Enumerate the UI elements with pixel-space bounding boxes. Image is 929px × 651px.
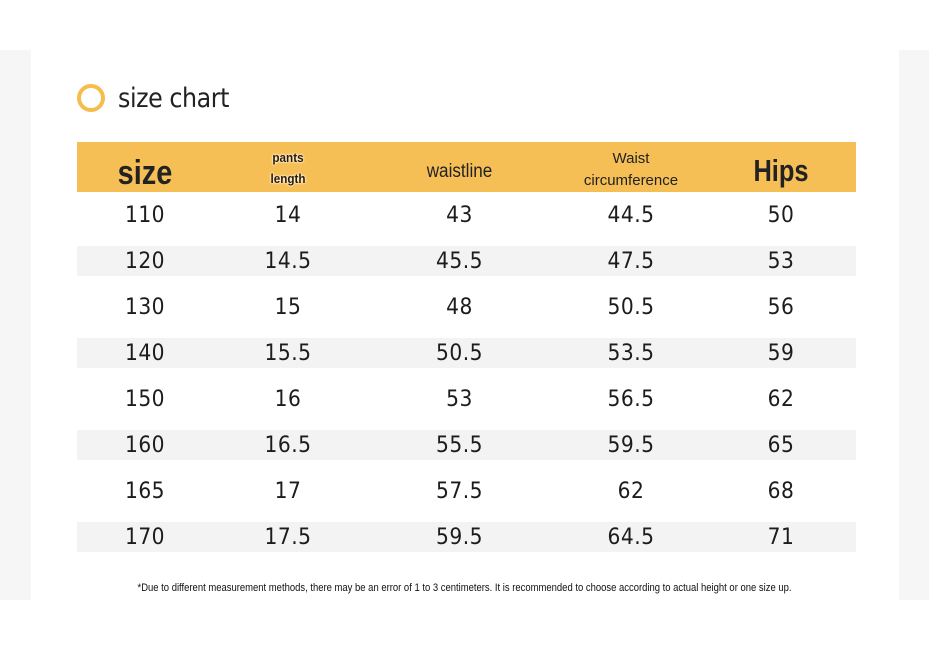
cell-size: 170 [124,524,166,550]
header-circ-line1: Waist [612,150,650,167]
cell-pants-length: 15 [274,294,302,320]
cell-hips: 56 [767,294,795,320]
cell-waist-circumference: 59.5 [607,432,655,458]
header-pants-length: pants length [221,145,356,189]
table-row: 160 16.5 55.5 59.5 65 [77,430,856,460]
cell-waistline: 53 [446,386,473,412]
cell-size: 110 [124,202,166,228]
cell-pants-length: 14 [274,202,302,228]
cell-size: 130 [124,294,166,320]
cell-waist-circumference: 50.5 [607,294,655,320]
cell-pants-length: 17 [274,478,302,504]
background-panel: size chart size pants length waistline W… [0,50,929,600]
cell-waistline: 48 [446,294,473,320]
cell-waistline: 45.5 [436,248,483,274]
measurement-footnote: *Due to different measurement methods, t… [137,582,792,594]
table-row: 165 17 57.5 62 68 [77,468,856,514]
chart-heading: size chart [77,80,244,116]
size-chart-card: size chart size pants length waistline W… [31,50,899,600]
table-row: 170 17.5 59.5 64.5 71 [77,522,856,552]
cell-pants-length: 17.5 [264,524,312,550]
header-circ-line2: circumference [583,172,679,189]
cell-hips: 53 [767,248,795,274]
cell-pants-length: 16 [274,386,302,412]
cell-waist-circumference: 53.5 [607,340,655,366]
cell-hips: 65 [767,432,795,458]
cell-pants-length: 15.5 [264,340,312,366]
header-waistline: waistline [426,161,493,182]
cell-size: 150 [124,386,166,412]
cell-pants-length: 14.5 [264,248,312,274]
header-waist-circumference: Waist circumference [556,142,706,192]
cell-size: 140 [124,340,166,366]
cell-hips: 50 [767,202,795,228]
table-row: 130 15 48 50.5 56 [77,284,856,330]
cell-waistline: 57.5 [436,478,483,504]
cell-waistline: 55.5 [436,432,483,458]
cell-size: 165 [124,478,166,504]
cell-size: 160 [124,432,166,458]
cell-waist-circumference: 64.5 [607,524,655,550]
table-row: 150 16 53 56.5 62 [77,376,856,422]
cell-waistline: 43 [446,202,473,228]
cell-hips: 62 [767,386,795,412]
cell-hips: 59 [767,340,795,366]
cell-size: 120 [124,248,166,274]
cell-waistline: 59.5 [436,524,483,550]
header-pants-line2: length [270,171,306,186]
table-header: size pants length waistline Waist circum… [77,142,856,192]
cell-waist-circumference: 56.5 [607,386,655,412]
cell-waistline: 50.5 [436,340,483,366]
cell-hips: 71 [767,524,795,550]
cell-waist-circumference: 44.5 [607,202,655,228]
table-row: 120 14.5 45.5 47.5 53 [77,246,856,276]
table-row: 140 15.5 50.5 53.5 59 [77,338,856,368]
size-table: size pants length waistline Waist circum… [77,142,856,560]
header-size: size [117,153,173,192]
table-body: 110 14 43 44.5 50 120 14.5 45.5 47.5 53 … [77,192,856,552]
cell-hips: 68 [767,478,795,504]
table-row: 110 14 43 44.5 50 [77,192,856,238]
circle-icon [77,84,105,112]
header-pants-line1: pants [272,150,304,165]
cell-waist-circumference: 62 [617,478,645,504]
cell-pants-length: 16.5 [264,432,312,458]
page-title: size chart [118,82,229,114]
cell-waist-circumference: 47.5 [607,248,655,274]
header-hips: Hips [753,153,809,188]
